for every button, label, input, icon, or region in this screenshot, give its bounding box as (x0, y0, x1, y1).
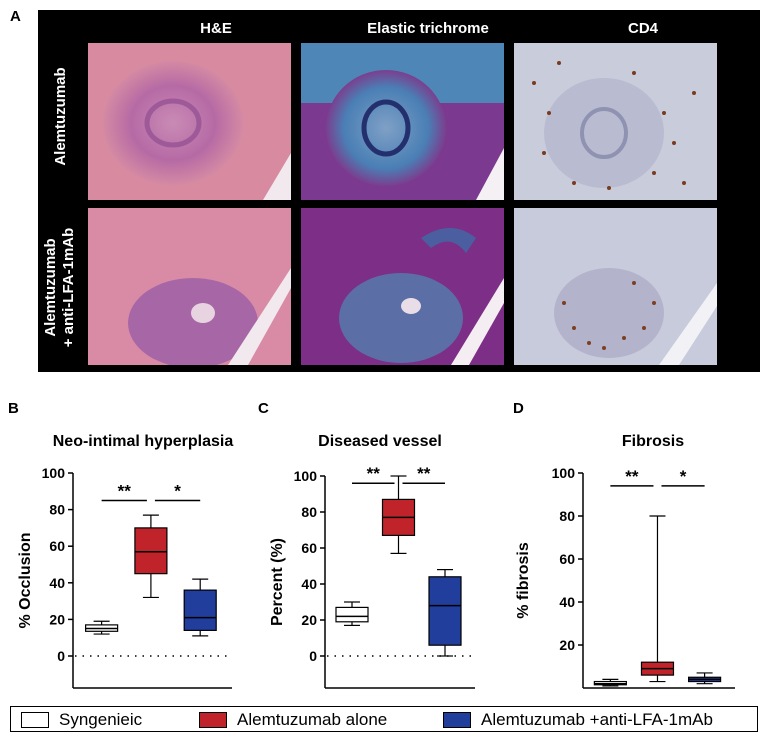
boxplot-chart-c: Diseased vessel Percent (%) 0 20 40 60 80 100 **… (269, 433, 475, 689)
micrograph-he-alemtuzumab (88, 43, 291, 200)
chart-title: Fibrosis (622, 433, 684, 450)
chart-title: Diseased vessel (318, 433, 442, 450)
y-axis-label: Percent (%) (269, 538, 286, 626)
panel-letter-b: B (8, 400, 19, 417)
box-alemtuzumab-alone (640, 515, 675, 683)
row-header-line1: Alemtuzumab (42, 238, 59, 337)
column-header-cd4: CD4 (627, 20, 658, 37)
column-header-he: H&E (200, 20, 232, 37)
y-tick-label: 80 (301, 504, 317, 520)
significance-label: * (680, 467, 687, 486)
chart-title: Neo-intimal hyperplasia (53, 433, 234, 450)
histology-figure: H&E Elastic trichrome CD4 Alemtuzumab Al… (38, 10, 760, 372)
y-tick-label: 80 (559, 508, 575, 524)
legend-item-alemtuzumab-alone: Alemtuzumab alone (199, 710, 387, 730)
legend-swatch-alemtuzumab-anti-lfa (443, 712, 471, 728)
significance-label: ** (367, 464, 381, 483)
legend-swatch-syngenieic (21, 712, 49, 728)
panel-letter-d: D (513, 400, 524, 417)
row-header-alemtuzumab: Alemtuzumab (52, 67, 69, 166)
micrograph-cd4-alemtuzumab-anti-lfa (514, 208, 717, 365)
box-alemtuzumab-anti-lfa (687, 672, 722, 685)
legend-label: Syngenieic (59, 710, 143, 729)
y-axis-label: % fibrosis (515, 542, 532, 619)
box-iqr (428, 576, 462, 646)
row-header-line2: + anti-LFA-1mAb (60, 227, 77, 348)
y-tick-label: 100 (552, 465, 576, 481)
legend-item-alemtuzumab-anti-lfa: Alemtuzumab +anti-LFA-1mAb (443, 710, 713, 730)
micrograph-trichrome-alemtuzumab (301, 43, 504, 200)
box-alemtuzumab-alone (134, 514, 168, 599)
y-tick-label: 0 (309, 648, 317, 664)
significance-label: ** (625, 467, 639, 486)
micrograph-trichrome-alemtuzumab-anti-lfa (301, 208, 504, 365)
box-alemtuzumab-anti-lfa (428, 569, 462, 657)
y-tick-label: 100 (294, 468, 318, 484)
box-iqr (134, 527, 168, 575)
micrograph-cd4-alemtuzumab (514, 43, 717, 200)
y-tick-label: 40 (49, 575, 65, 591)
box-iqr (183, 589, 217, 631)
panel-letter-a: A (10, 8, 21, 25)
y-tick-label: 60 (301, 540, 317, 556)
legend-label: Alemtuzumab +anti-LFA-1mAb (481, 710, 713, 729)
y-tick-label: 20 (301, 612, 317, 628)
legend-swatch-alemtuzumab-alone (199, 712, 227, 728)
y-tick-label: 80 (49, 502, 65, 518)
micrograph-he-alemtuzumab-anti-lfa (88, 208, 291, 365)
significance-label: ** (118, 481, 132, 500)
significance-label: ** (417, 464, 431, 483)
chart-area: Neo-intimal hyperplasia % Occlusion 0 20 40 6… (0, 420, 767, 700)
y-tick-label: 60 (559, 551, 575, 567)
y-tick-label: 0 (57, 648, 65, 664)
y-tick-label: 20 (49, 611, 65, 627)
legend: Syngenieic Alemtuzumab alone Alemtuzumab… (10, 706, 758, 732)
box-iqr (335, 606, 369, 623)
box-alemtuzumab-alone (381, 475, 416, 554)
y-tick-label: 20 (559, 637, 575, 653)
y-tick-label: 40 (559, 594, 575, 610)
y-tick-label: 40 (301, 576, 317, 592)
box-alemtuzumab-anti-lfa (183, 578, 217, 637)
legend-item-syngenieic: Syngenieic (21, 710, 142, 730)
box-syngenieic (593, 678, 627, 687)
y-tick-label: 60 (49, 538, 65, 554)
significance-label: * (174, 481, 181, 500)
box-syngenieic (335, 601, 369, 626)
panel-letter-c: C (258, 400, 269, 417)
y-tick-label: 100 (42, 465, 66, 481)
y-axis-label: % Occlusion (17, 532, 34, 628)
legend-label: Alemtuzumab alone (237, 710, 388, 729)
box-syngenieic (85, 620, 119, 635)
column-header-elastic-trichrome: Elastic trichrome (367, 20, 489, 37)
boxplot-chart-b: Neo-intimal hyperplasia % Occlusion 0 20 40 6… (17, 433, 234, 689)
row-header-alemtuzumab-anti-lfa: Alemtuzumab + anti-LFA-1mAb (42, 210, 78, 365)
